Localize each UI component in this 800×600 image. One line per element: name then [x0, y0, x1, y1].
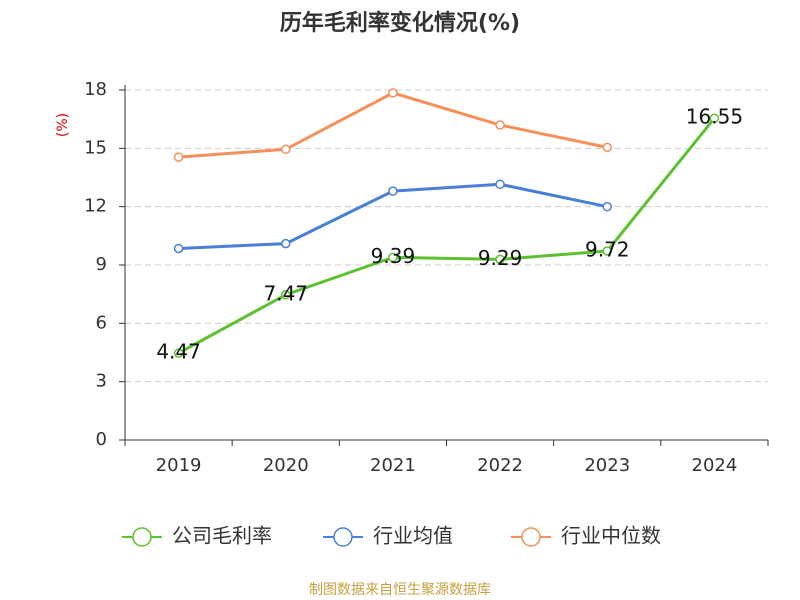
y-tick-label: 12 [84, 196, 107, 217]
data-label: 9.39 [371, 244, 416, 268]
y-tick-label: 0 [96, 429, 107, 450]
y-axis-label: (%) [55, 113, 71, 137]
data-label: 4.47 [156, 340, 201, 364]
x-tick-label: 2019 [156, 455, 202, 476]
y-tick-label: 15 [84, 137, 107, 158]
y-tick-label: 6 [96, 312, 107, 333]
point [388, 88, 398, 98]
point [173, 152, 184, 162]
series-line [177, 117, 716, 355]
x-tick-label: 2022 [477, 455, 523, 476]
data-label: 7.47 [263, 281, 308, 305]
x-tick-label: 2023 [584, 455, 630, 476]
point [495, 120, 505, 130]
point [173, 243, 184, 254]
point [388, 186, 398, 196]
y-tick-label: 3 [96, 371, 107, 392]
x-tick-label: 2021 [370, 455, 416, 476]
point [173, 348, 184, 358]
data-label: 16.55 [686, 105, 743, 129]
point [602, 246, 612, 256]
legend-label: 行业均值 [373, 524, 453, 548]
legend-marker [333, 527, 353, 547]
series-line [178, 91, 608, 159]
y-tick-label: 18 [84, 79, 107, 100]
legend-marker [521, 527, 541, 547]
point [602, 201, 612, 212]
chart-title: 历年毛利率变化情况(%) [280, 10, 520, 36]
x-tick-label: 2024 [692, 455, 738, 476]
data-label: 9.29 [478, 246, 523, 270]
point [281, 238, 291, 249]
point [495, 254, 505, 265]
legend-marker [132, 527, 152, 547]
point [281, 144, 291, 155]
point [709, 113, 720, 123]
legend-label: 行业中位数 [561, 524, 661, 548]
point [495, 179, 505, 190]
y-tick-label: 9 [96, 254, 107, 275]
legend-label: 公司毛利率 [172, 524, 272, 548]
source-note: 制图数据来自恒生聚源数据库 [309, 582, 491, 598]
data-label: 9.72 [585, 238, 630, 262]
point [388, 252, 398, 263]
point [281, 290, 291, 300]
point [602, 142, 612, 153]
x-tick-label: 2020 [263, 455, 309, 476]
